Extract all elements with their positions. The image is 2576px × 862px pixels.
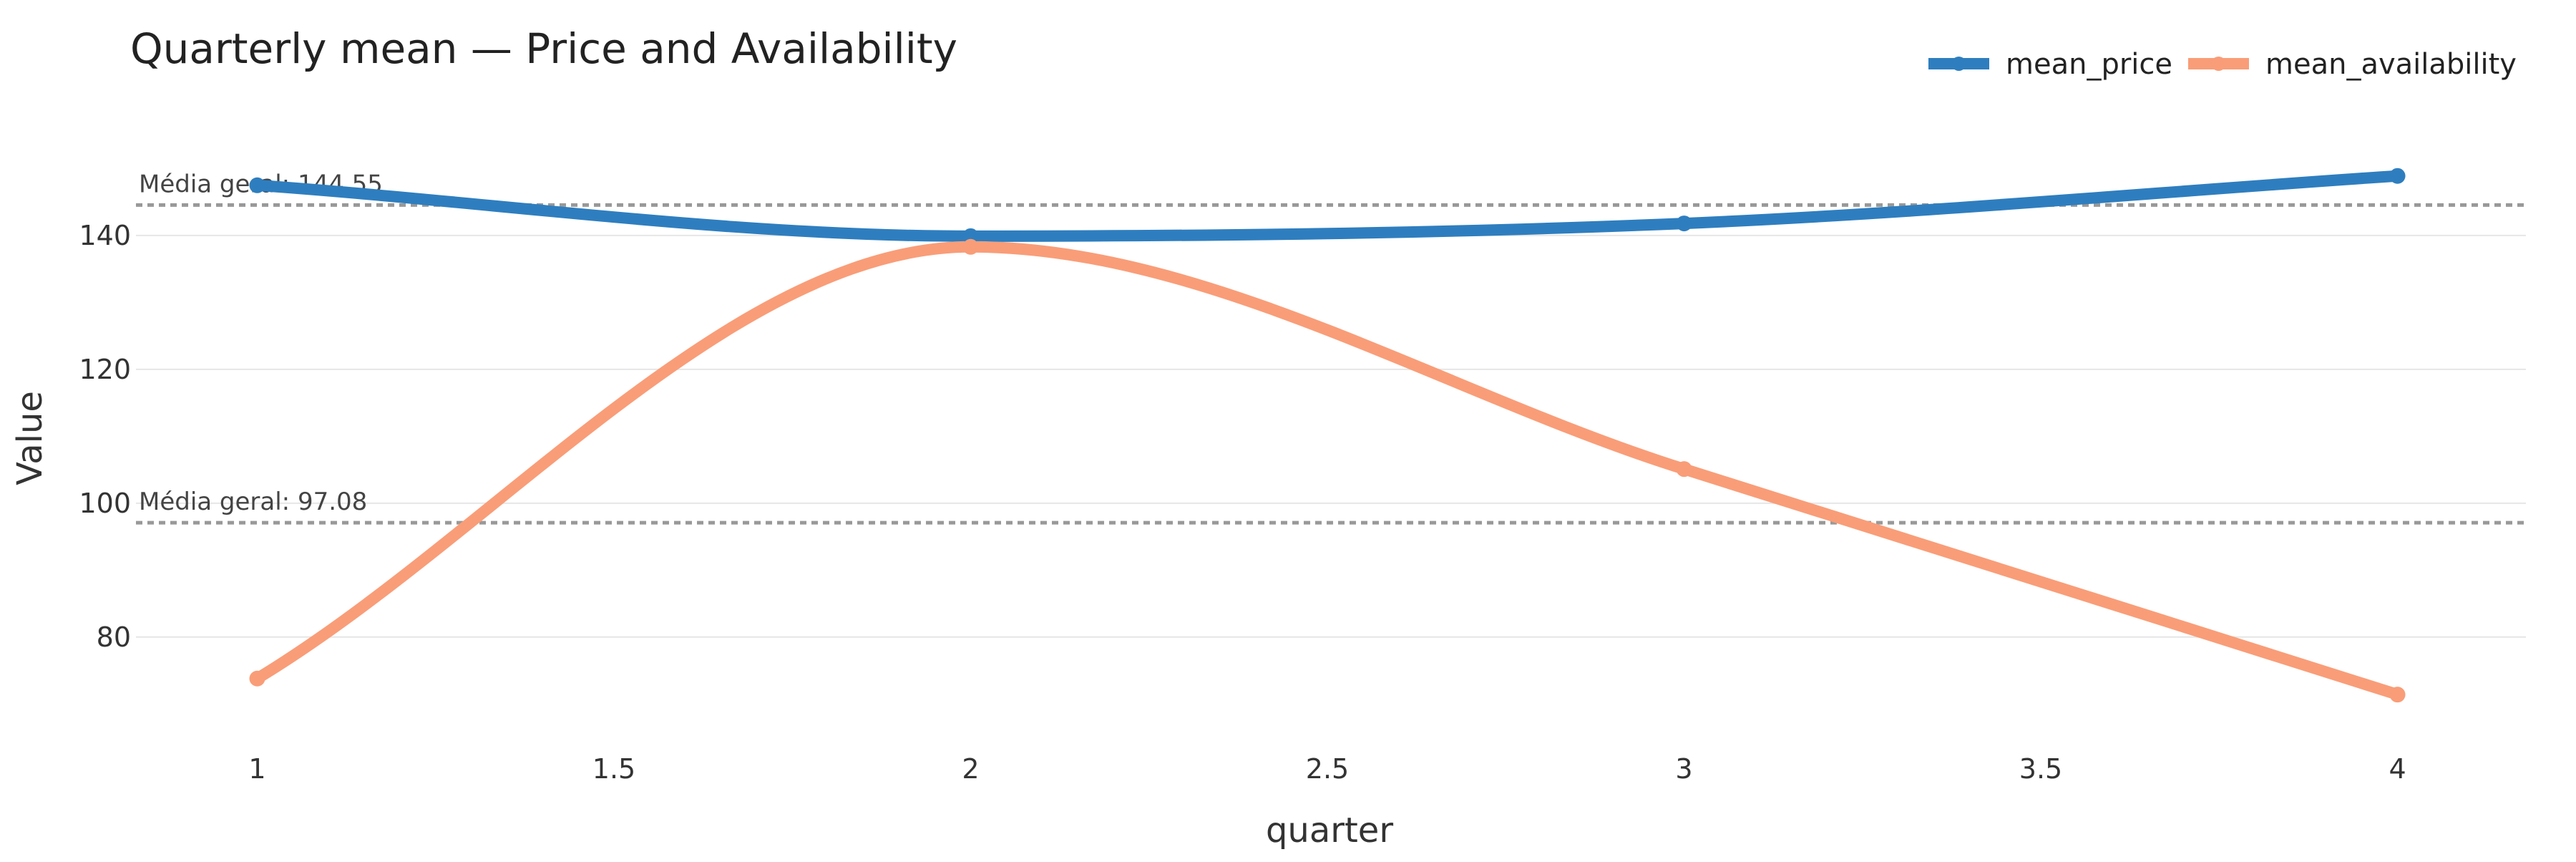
y-tick-label: 100 [79, 488, 131, 519]
data-point-mean-availability[interactable] [249, 670, 265, 687]
chart-title: Quarterly mean — Price and Availability [130, 24, 957, 73]
y-tick-label: 120 [79, 354, 131, 385]
x-tick-label: 1.5 [592, 753, 635, 785]
data-point-mean-availability[interactable] [1676, 461, 1692, 478]
legend-item-mean-availability[interactable]: mean_availability [2188, 48, 2517, 81]
x-axis-ticks: 1 1.5 2 2.5 3 3.5 4 [248, 753, 2406, 785]
data-point-mean-price[interactable] [2389, 168, 2406, 184]
legend-item-mean-price[interactable]: mean_price [1928, 48, 2172, 81]
grid-layer [136, 234, 2526, 638]
legend[interactable]: mean_price mean_availability [1928, 48, 2517, 81]
y-axis-ticks: 80 100 120 140 [79, 220, 131, 653]
y-tick-label: 80 [97, 621, 131, 653]
data-point-mean-price[interactable] [249, 177, 265, 193]
y-tick-label: 140 [79, 220, 131, 251]
data-point-mean-price[interactable] [1676, 216, 1692, 232]
series-layer [251, 170, 2404, 701]
series-line-mean-price [251, 170, 2404, 242]
points-layer [249, 168, 2406, 703]
data-point-mean-availability[interactable] [962, 238, 979, 255]
legend-label: mean_availability [2265, 48, 2517, 81]
x-tick-label: 3 [1675, 753, 1692, 785]
series-line-mean-availability [251, 241, 2404, 701]
reference-line-label: Média geral: 97.08 [139, 488, 367, 516]
legend-marker [1951, 57, 1966, 71]
x-tick-label: 1 [248, 753, 265, 785]
x-tick-label: 2.5 [1306, 753, 1349, 785]
x-tick-label: 2 [962, 753, 979, 785]
legend-label: mean_price [2006, 48, 2172, 81]
x-tick-label: 3.5 [2019, 753, 2062, 785]
x-axis-label: quarter [1266, 810, 1393, 851]
y-axis-label: Value [10, 391, 50, 485]
legend-marker [2211, 57, 2226, 71]
x-tick-label: 4 [2389, 753, 2406, 785]
data-point-mean-availability[interactable] [2389, 687, 2406, 703]
